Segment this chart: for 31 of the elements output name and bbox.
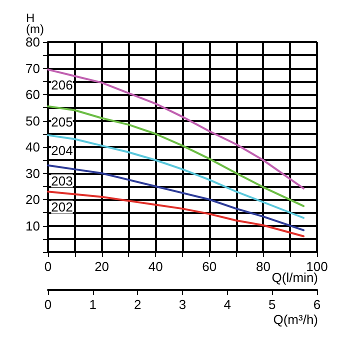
series-label: 204 [51,143,73,158]
x-tick-label: 80 [256,259,270,274]
y-axis-title: H (m) [26,11,44,36]
x-tick-label: 20 [94,259,110,274]
y-tick-label: 80 [26,34,40,50]
y-tick-label: 30 [26,166,40,181]
series-label: 205 [51,114,73,130]
line-series [47,190,305,238]
y-tick-label: 10 [26,218,40,234]
x-tick-label: 40 [148,259,163,274]
line-series [47,164,305,232]
y-tick-label: 50 [26,113,40,128]
x2-tick-label: 5 [268,297,276,312]
y-tick-label: 70 [26,60,40,76]
x2-tick-label: 2 [134,297,142,312]
y-tick-label: 40 [26,140,40,154]
x-tick-label: 60 [202,259,217,274]
x-tick-label: 0 [44,259,52,274]
x2-tick-label: 3 [178,297,186,312]
line-series [47,68,305,190]
x2-tick-label: 4 [224,297,231,312]
series-label: 203 [51,173,73,188]
series-label: 202 [51,200,73,215]
x2-tick-label: 0 [44,297,52,312]
x2-axis-title: Q(m³/h) [273,312,318,327]
x2-tick-label: 1 [89,297,96,312]
y-tick-label: 20 [26,192,40,207]
series-label: 206 [51,78,73,93]
x2-tick-label: 6 [313,297,321,312]
y-tick-label: 60 [26,87,40,102]
line-series [47,134,305,219]
